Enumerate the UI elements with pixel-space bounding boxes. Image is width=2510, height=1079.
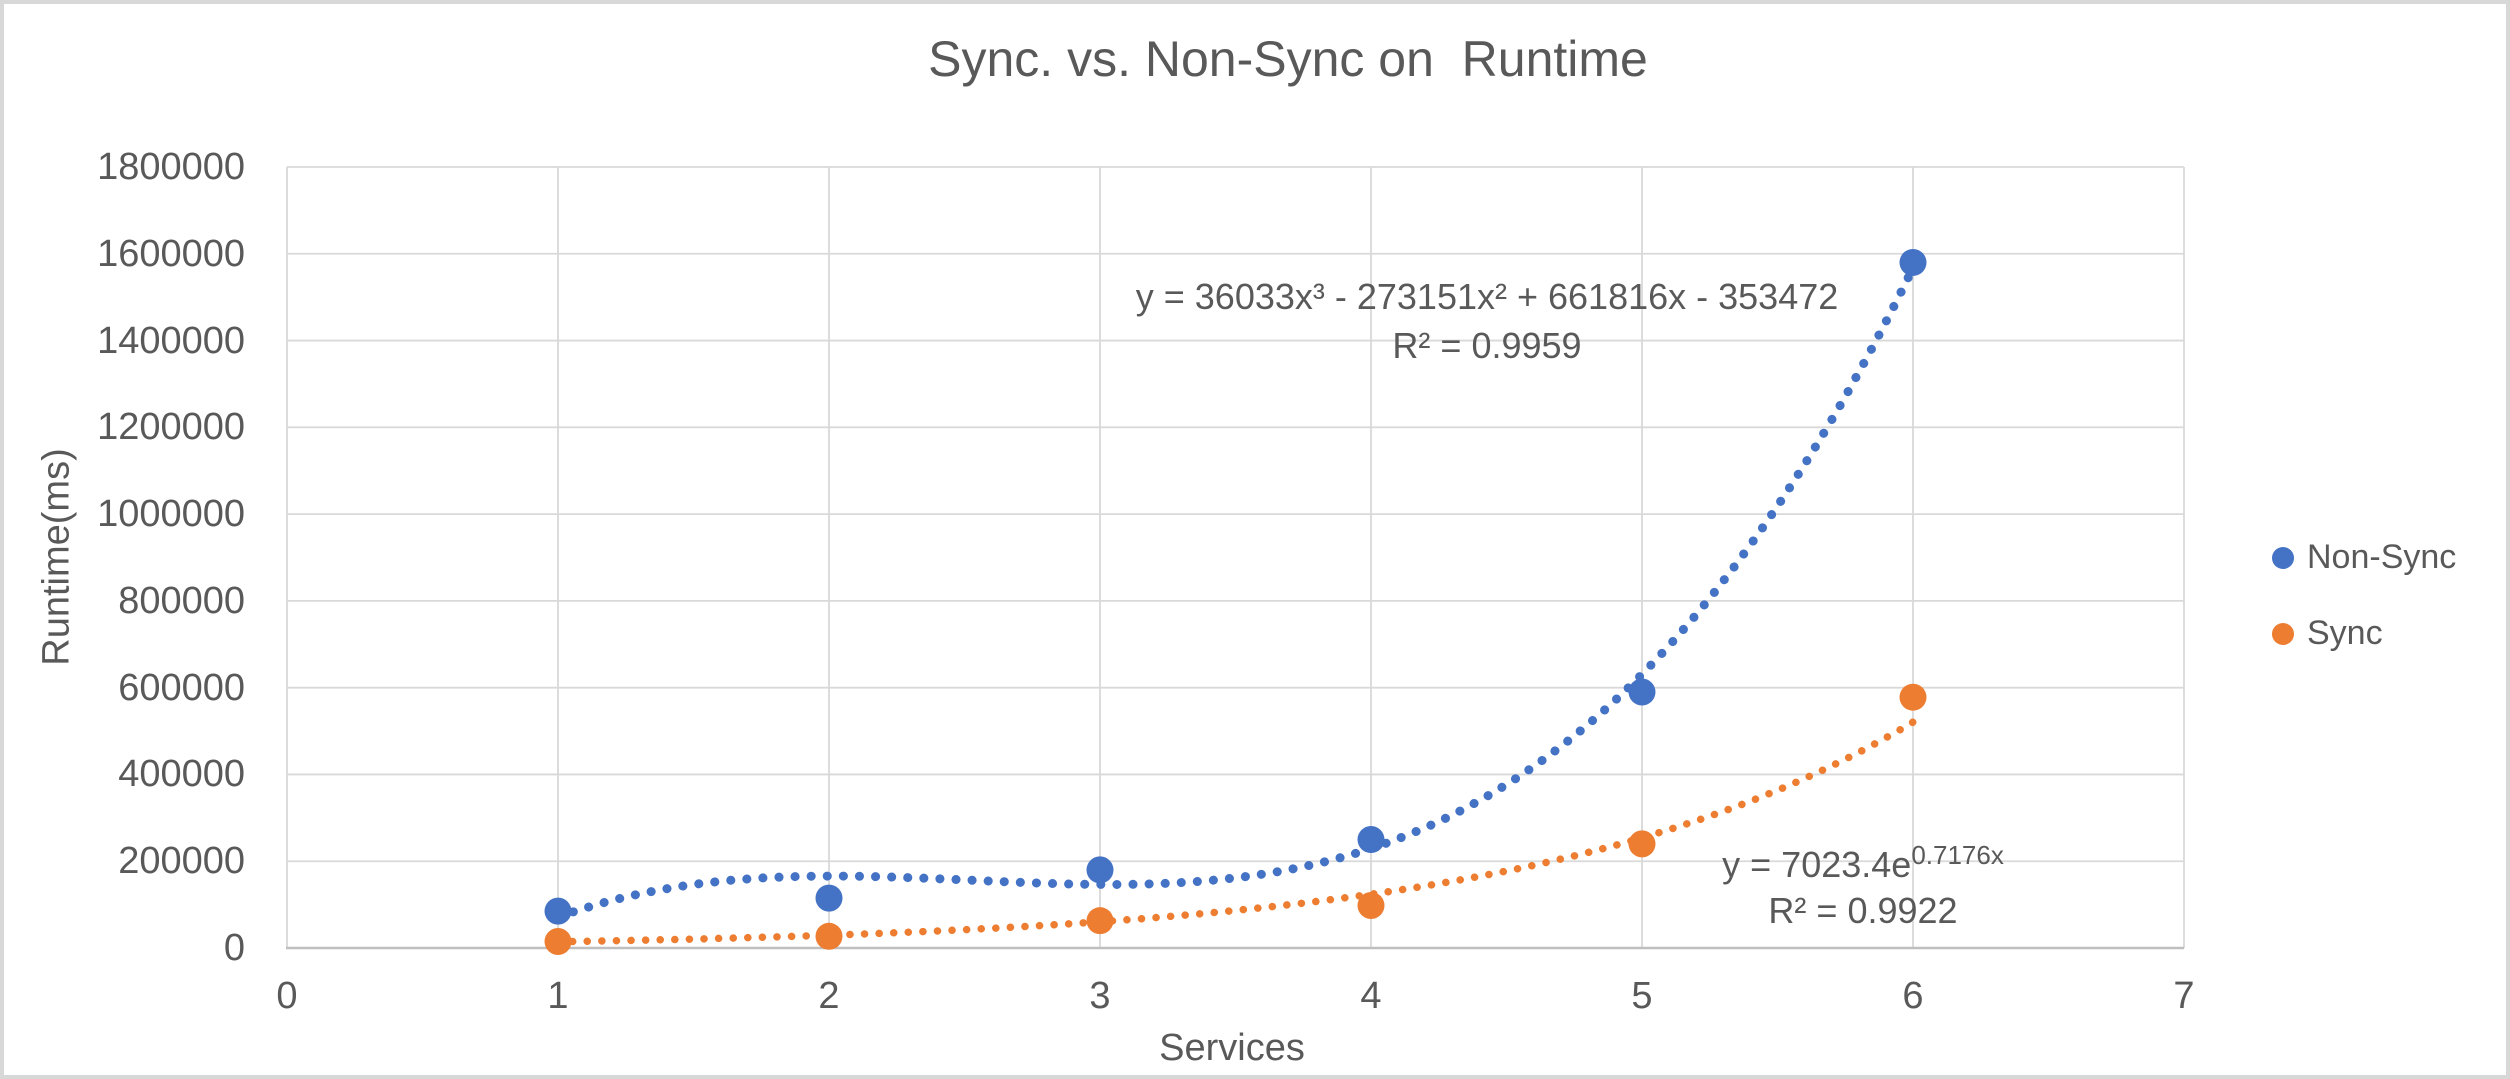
sync-equation-exponent: 0.7176x [1911, 840, 2004, 870]
legend-label-non-sync: Non-Sync [2307, 538, 2457, 576]
sync-point[interactable] [1086, 907, 1114, 935]
sync-legend-marker-icon [2272, 622, 2294, 645]
sync-point[interactable] [1899, 683, 1927, 711]
y-axis-tick-label: 1200000 [97, 406, 245, 449]
legend-entry-non-sync[interactable]: Non-Sync [2272, 538, 2456, 577]
sync-r-squared-text: R² = 0.9922 [1768, 890, 1958, 931]
y-axis-tick-label: 200000 [118, 840, 245, 883]
y-axis-tick-label: 1600000 [97, 232, 245, 275]
chart-title: Sync. vs. Non-Sync on Runtime [928, 31, 1648, 87]
x-axis-tick-label: 4 [1360, 975, 1382, 1017]
non-sync-point[interactable] [544, 897, 572, 925]
x-axis-tick-label: 3 [1089, 975, 1111, 1017]
sync-equation-text: y = 7023.4e0.7176x [1722, 842, 2004, 888]
y-axis-tick-label: 800000 [118, 579, 245, 622]
non-sync-r-squared-text: R² = 0.9959 [1392, 325, 1582, 366]
non-sync-equation-text: y = 36033x³ - 273151x² + 661816x - 35347… [1135, 276, 1839, 317]
sync-equation-base: y = 7023.4e [1722, 844, 1912, 885]
y-axis-tick-label: 1000000 [97, 493, 245, 536]
non-sync-trendline-equation[interactable]: y = 36033x³ - 273151x² + 661816x - 35347… [1136, 272, 1839, 370]
non-sync-legend-marker-icon [2272, 546, 2294, 569]
x-axis-tick-label: 6 [1902, 975, 1924, 1017]
sync-point[interactable] [1628, 830, 1656, 858]
non-sync-point[interactable] [1086, 856, 1114, 884]
sync-trendline[interactable] [554, 718, 1917, 946]
sync-point[interactable] [815, 922, 843, 950]
y-axis-tick-label: 0 [223, 927, 245, 969]
sync-trendline-equation[interactable]: y = 7023.4e0.7176x R² = 0.9922 [1722, 842, 2004, 934]
legend-entry-sync[interactable]: Sync [2272, 614, 2383, 653]
x-axis-tick-label: 1 [547, 975, 569, 1017]
non-sync-point[interactable] [815, 884, 843, 912]
y-axis-tick-label: 600000 [118, 666, 245, 709]
y-axis-tick-label: 1400000 [97, 319, 245, 362]
non-sync-point[interactable] [1899, 248, 1927, 276]
x-axis-tick-label: 5 [1631, 975, 1653, 1017]
sync-point[interactable] [1357, 891, 1385, 919]
x-axis-tick-label: 0 [276, 975, 298, 1017]
y-axis-tick-label: 1800000 [97, 146, 245, 188]
sync-point[interactable] [544, 927, 572, 955]
legend-label-sync: Sync [2307, 614, 2383, 652]
non-sync-point[interactable] [1628, 678, 1656, 706]
non-sync-point[interactable] [1357, 826, 1385, 854]
x-axis-title: Services [1159, 1027, 1305, 1069]
x-axis-tick-label: 7 [2173, 975, 2195, 1017]
x-axis-tick-label: 2 [818, 975, 840, 1017]
y-axis-tick-label: 400000 [118, 753, 245, 796]
